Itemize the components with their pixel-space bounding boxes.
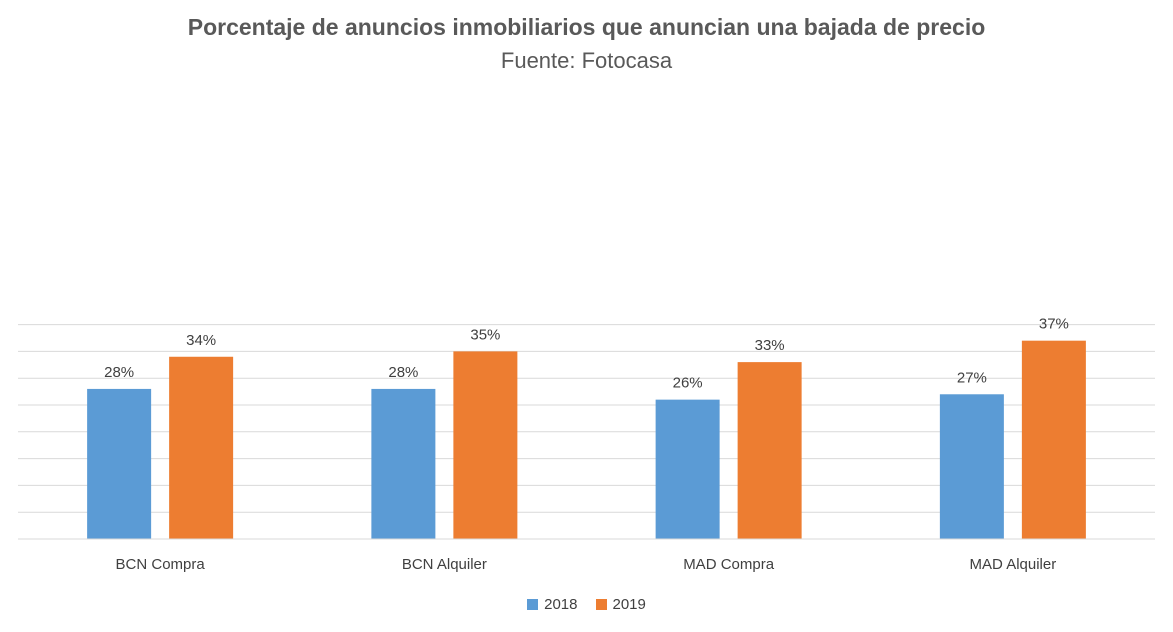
bar-2019-1 <box>453 351 518 539</box>
data-label: 28% <box>104 364 134 381</box>
data-label: 27% <box>957 369 987 386</box>
data-label: 28% <box>388 364 418 381</box>
data-label: 35% <box>470 326 500 343</box>
legend: 2018 2019 <box>0 596 1173 613</box>
category-label: BCN Alquiler <box>402 556 487 573</box>
legend-item-2018: 2018 <box>527 596 578 613</box>
legend-item-2019: 2019 <box>595 596 646 613</box>
bar-2018-2 <box>655 399 720 539</box>
chart-title: Porcentaje de anuncios inmobiliarios que… <box>187 14 986 40</box>
data-label: 37% <box>1039 316 1069 333</box>
category-label: MAD Compra <box>683 556 775 573</box>
chart-subtitle: Fuente: Fotocasa <box>500 48 673 73</box>
legend-label-2018: 2018 <box>544 596 578 613</box>
category-label: MAD Alquiler <box>970 556 1057 573</box>
data-label: 34% <box>186 332 216 349</box>
bar-2019-3 <box>1021 340 1086 539</box>
data-label: 33% <box>755 337 785 354</box>
legend-label-2019: 2019 <box>612 596 646 613</box>
data-label: 26% <box>673 375 703 392</box>
legend-swatch-2019 <box>595 599 607 610</box>
bar-2018-3 <box>939 394 1004 539</box>
bar-2018-1 <box>371 388 436 539</box>
legend-swatch-2018 <box>527 599 539 610</box>
bar-2019-2 <box>737 362 802 539</box>
bar-2019-0 <box>169 356 234 539</box>
category-label: BCN Compra <box>116 556 206 573</box>
bar-2018-0 <box>87 388 152 539</box>
